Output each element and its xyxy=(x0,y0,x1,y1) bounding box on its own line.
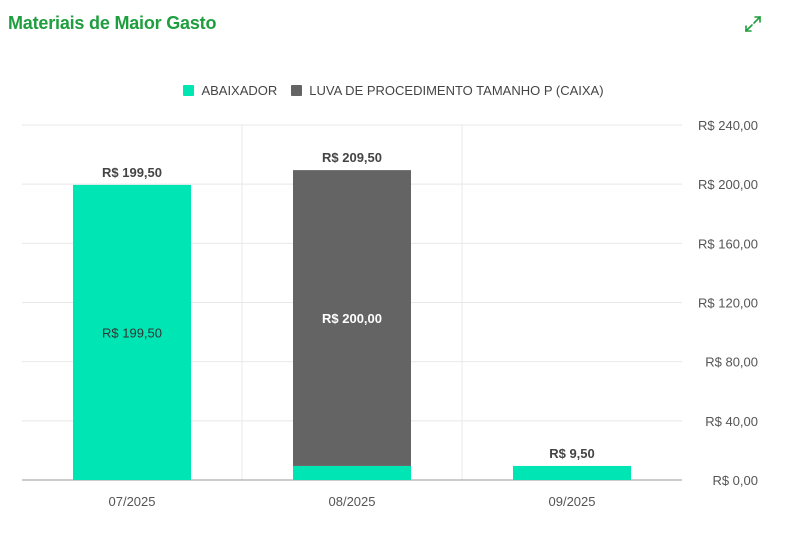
bar-segment-label: R$ 200,00 xyxy=(322,311,382,326)
bar-total-label: R$ 199,50 xyxy=(102,165,162,180)
legend-item-abaixador[interactable]: ABAIXADOR xyxy=(183,83,277,98)
y-tick-label: R$ 120,00 xyxy=(698,296,758,311)
bar-luva xyxy=(293,170,411,466)
expand-arrows-icon xyxy=(745,16,761,32)
bar-total-label: R$ 9,50 xyxy=(549,446,595,461)
bar-abaixador xyxy=(513,465,631,480)
chart-title: Materiais de Maior Gasto xyxy=(8,13,217,33)
x-tick-label: 08/2025 xyxy=(329,494,376,509)
y-tick-label: R$ 40,00 xyxy=(705,414,758,429)
y-tick-label: R$ 200,00 xyxy=(698,177,758,192)
legend-swatch-abaixador xyxy=(183,85,195,96)
bar-segment-label: R$ 199,50 xyxy=(102,325,162,340)
bar-total-label: R$ 209,50 xyxy=(322,150,382,165)
x-tick-label: 07/2025 xyxy=(109,494,156,509)
legend-label-abaixador: ABAIXADOR xyxy=(201,83,278,98)
legend: ABAIXADOR LUVA DE PROCEDIMENTO TAMANHO P… xyxy=(0,83,787,98)
legend-item-luva[interactable]: LUVA DE PROCEDIMENTO TAMANHO P (CAIXA) xyxy=(291,83,604,98)
x-tick-label: 09/2025 xyxy=(549,494,596,509)
bar-abaixador xyxy=(73,184,191,480)
legend-label-luva: LUVA DE PROCEDIMENTO TAMANHO P (CAIXA) xyxy=(309,83,604,98)
y-tick-label: R$ 0,00 xyxy=(712,473,758,488)
bar-abaixador xyxy=(293,465,411,480)
expand-icon[interactable] xyxy=(743,14,763,34)
y-tick-label: R$ 160,00 xyxy=(698,236,758,251)
legend-swatch-luva xyxy=(291,85,303,96)
y-tick-label: R$ 80,00 xyxy=(705,355,758,370)
y-tick-label: R$ 240,00 xyxy=(698,118,758,133)
